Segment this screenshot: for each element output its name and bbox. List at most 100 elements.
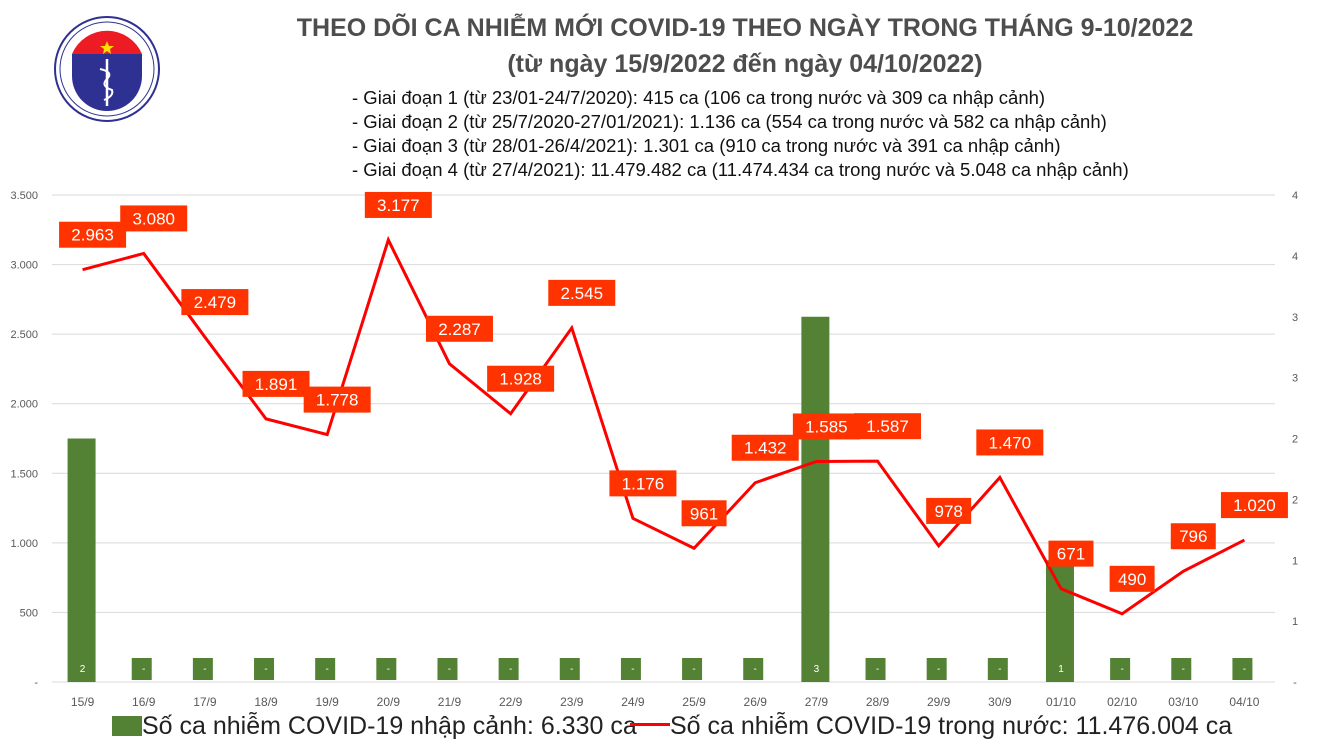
chart-subtitle: (từ ngày 15/9/2022 đến ngày 04/10/2022) bbox=[507, 50, 983, 78]
line-data-label: 961 bbox=[690, 504, 718, 523]
line-data-label-box bbox=[1109, 565, 1155, 592]
line-data-label-box bbox=[59, 221, 127, 248]
bar-data-label: - bbox=[937, 664, 940, 675]
bar-data-label: - bbox=[264, 664, 267, 675]
bar-data-label: - bbox=[876, 664, 879, 675]
bar-data-label: 2 bbox=[80, 664, 86, 675]
phase-note: - Giai đoạn 2 (từ 25/7/2020-27/01/2021):… bbox=[352, 111, 1107, 132]
bar-data-label: - bbox=[692, 664, 695, 675]
line-data-label-box bbox=[681, 500, 727, 527]
line-data-label-box bbox=[731, 434, 799, 461]
x-tick-label: 22/9 bbox=[499, 695, 523, 709]
x-tick-label: 23/9 bbox=[560, 695, 584, 709]
bar bbox=[1110, 658, 1131, 680]
x-tick-label: 24/9 bbox=[621, 695, 645, 709]
line-data-label: 1.020 bbox=[1233, 496, 1276, 515]
line-data-label-box bbox=[425, 315, 493, 342]
x-tick-label: 19/9 bbox=[315, 695, 339, 709]
bar bbox=[987, 658, 1008, 680]
y2-tick-label: 4 bbox=[1292, 251, 1298, 263]
line-data-label-box bbox=[1048, 540, 1094, 567]
chart-title: THEO DÕI CA NHIỄM MỚI COVID-19 THEO NGÀY… bbox=[296, 14, 1194, 42]
legend-swatch-bar bbox=[112, 716, 142, 736]
bar-data-label: - bbox=[1120, 664, 1123, 675]
x-tick-label: 21/9 bbox=[438, 695, 462, 709]
bar bbox=[801, 316, 830, 682]
line-data-label: 1.176 bbox=[622, 474, 665, 493]
line-data-label: 796 bbox=[1179, 527, 1207, 546]
x-tick-label: 28/9 bbox=[866, 695, 890, 709]
line-data-label-box bbox=[609, 470, 677, 497]
line-data-label: 978 bbox=[934, 502, 962, 521]
line-data-label-box bbox=[854, 413, 922, 440]
legend-label-line: Số ca nhiễm COVID-19 trong nước: 11.476.… bbox=[670, 712, 1233, 740]
y-tick-label: 3.000 bbox=[10, 260, 38, 272]
line-data-label: 3.080 bbox=[132, 209, 175, 228]
line-data-label: 671 bbox=[1057, 545, 1085, 564]
bar bbox=[376, 658, 397, 680]
bar bbox=[192, 658, 213, 680]
line-data-label: 1.891 bbox=[255, 375, 298, 394]
x-tick-label: 27/9 bbox=[805, 695, 829, 709]
line-data-label: 1.778 bbox=[316, 391, 359, 410]
y-tick-label: 1.500 bbox=[10, 468, 38, 480]
x-tick-label: 01/10 bbox=[1046, 695, 1076, 709]
bar bbox=[926, 658, 947, 680]
y-tick-label: 1.000 bbox=[10, 538, 38, 550]
y-tick-label: 3.500 bbox=[10, 190, 38, 202]
y2-tick-label: 2 bbox=[1292, 434, 1298, 446]
line-data-label-box bbox=[303, 386, 371, 413]
bar bbox=[1232, 658, 1253, 680]
line-data-label-box bbox=[1170, 523, 1216, 550]
x-tick-label: 16/9 bbox=[132, 695, 156, 709]
line-data-label-box bbox=[548, 279, 616, 306]
bar bbox=[743, 658, 764, 680]
x-tick-label: 18/9 bbox=[254, 695, 278, 709]
bar-data-label: - bbox=[570, 664, 573, 675]
x-tick-label: 20/9 bbox=[377, 695, 401, 709]
line-data-label-box bbox=[181, 289, 249, 316]
phase-notes: - Giai đoạn 1 (từ 23/01-24/7/2020): 415 … bbox=[352, 86, 1129, 182]
y2-tick-label: 4 bbox=[1292, 190, 1298, 202]
line-data-label: 2.479 bbox=[194, 293, 237, 312]
line-data-label: 1.928 bbox=[499, 370, 542, 389]
y-tick-label: - bbox=[34, 677, 38, 689]
bar bbox=[437, 658, 458, 680]
legend-item-bar: Số ca nhiễm COVID-19 nhập cảnh: 6.330 ca bbox=[112, 712, 637, 741]
line-data-label: 2.545 bbox=[561, 284, 604, 303]
bar-data-label: - bbox=[1182, 664, 1185, 675]
line-data-label: 2.963 bbox=[71, 226, 114, 245]
line-data-label: 490 bbox=[1118, 570, 1146, 589]
legend-swatch-line bbox=[630, 723, 670, 726]
line-data-label-box bbox=[1220, 492, 1288, 519]
bar-data-label: - bbox=[448, 664, 451, 675]
line-data-label: 2.287 bbox=[438, 320, 481, 339]
bar-data-label: - bbox=[1243, 664, 1246, 675]
bar bbox=[559, 658, 580, 680]
bar bbox=[315, 658, 336, 680]
bar-data-label: - bbox=[631, 664, 634, 675]
bar-data-label: 3 bbox=[814, 664, 820, 675]
x-tick-label: 04/10 bbox=[1229, 695, 1259, 709]
bar bbox=[131, 658, 152, 680]
bar bbox=[1045, 560, 1074, 682]
line-series bbox=[82, 235, 1246, 616]
x-tick-label: 02/10 bbox=[1107, 695, 1137, 709]
y2-tick-label: 3 bbox=[1292, 312, 1298, 324]
y2-tick-label: 1 bbox=[1292, 555, 1298, 567]
phase-note: - Giai đoạn 4 (từ 27/4/2021): 11.479.482… bbox=[352, 159, 1129, 180]
bar bbox=[1171, 658, 1192, 680]
x-tick-label: 03/10 bbox=[1168, 695, 1198, 709]
bar-data-label: - bbox=[142, 664, 145, 675]
x-tick-label: 25/9 bbox=[682, 695, 706, 709]
x-tick-label: 17/9 bbox=[193, 695, 217, 709]
y2-tick-label: - bbox=[1293, 677, 1297, 689]
bar bbox=[620, 658, 641, 680]
x-tick-label: 30/9 bbox=[988, 695, 1012, 709]
line-data-label-box bbox=[120, 205, 188, 232]
line-data-label: 1.432 bbox=[744, 439, 787, 458]
line-data-label: 1.585 bbox=[805, 417, 848, 436]
line-data-label-box bbox=[976, 429, 1044, 456]
bar bbox=[67, 438, 96, 682]
